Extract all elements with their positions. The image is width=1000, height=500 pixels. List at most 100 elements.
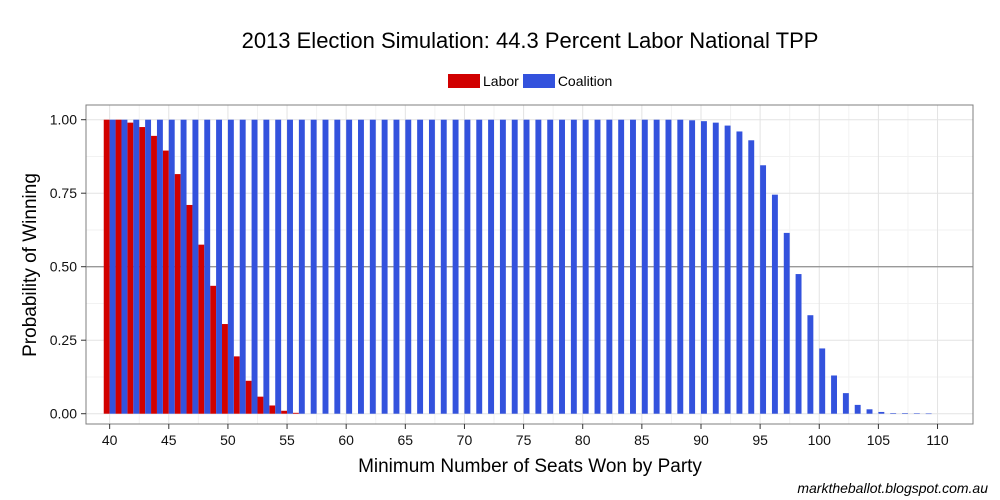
bar-coalition-87 [665, 119, 672, 414]
bar-labor-43 [139, 127, 146, 414]
bar-coalition-107 [902, 413, 908, 414]
bar-coalition-60 [346, 119, 353, 414]
bar-labor-55 [281, 410, 288, 414]
bar-coalition-66 [417, 119, 424, 414]
bar-coalition-100 [819, 348, 826, 414]
y-tick-label: 0.00 [50, 406, 77, 422]
bar-coalition-91 [712, 122, 719, 414]
plot-border [85, 104, 974, 425]
bar-labor-40 [103, 119, 110, 414]
bar-coalition-96 [771, 194, 778, 414]
bar-coalition-50 [227, 119, 234, 414]
bar-labor-42 [127, 122, 134, 414]
bar-coalition-86 [653, 119, 660, 414]
bar-coalition-52 [251, 119, 258, 414]
bar-coalition-68 [440, 119, 447, 414]
bar-coalition-79 [570, 119, 577, 414]
bar-labor-44 [151, 135, 157, 414]
bar-coalition-48 [204, 119, 211, 414]
bar-coalition-69 [452, 119, 459, 414]
legend-item-labor: Labor [448, 73, 519, 89]
bar-coalition-40 [109, 119, 116, 414]
bar-coalition-54 [275, 119, 282, 414]
bar-coalition-77 [547, 119, 554, 414]
bar-coalition-58 [322, 119, 329, 414]
bar-coalition-67 [428, 119, 435, 414]
bar-coalition-65 [405, 119, 412, 414]
y-tick-label: 0.75 [50, 185, 77, 201]
x-tick-label: 85 [634, 432, 650, 448]
bar-coalition-81 [594, 119, 601, 414]
bar-labor-53 [257, 396, 264, 414]
bar-coalition-88 [677, 119, 684, 414]
bar-coalition-73 [499, 119, 506, 414]
bar-coalition-106 [890, 413, 897, 414]
bar-coalition-55 [287, 119, 293, 414]
x-tick-label: 65 [398, 432, 414, 448]
x-tick-label: 45 [161, 432, 177, 448]
x-tick-label: 75 [516, 432, 532, 448]
bar-coalition-98 [795, 274, 802, 414]
bar-coalition-74 [511, 119, 518, 414]
bar-labor-49 [210, 285, 217, 414]
bar-coalition-78 [559, 119, 565, 414]
bar-coalition-101 [831, 375, 837, 414]
x-tick-label: 100 [808, 432, 832, 448]
bar-coalition-97 [783, 232, 790, 414]
bar-labor-52 [245, 380, 252, 414]
bar-coalition-76 [535, 119, 542, 414]
bar-coalition-71 [476, 119, 483, 414]
bar-labor-56 [292, 412, 299, 414]
bar-coalition-75 [523, 119, 530, 414]
legend-item-coalition: Coalition [522, 73, 612, 89]
legend-swatch-coalition [522, 74, 555, 88]
plot-frame [85, 104, 974, 425]
bar-coalition-45 [168, 119, 175, 414]
bar-labor-48 [198, 244, 205, 414]
chart-title: 2013 Election Simulation: 44.3 Percent L… [241, 28, 819, 53]
bars [103, 119, 932, 415]
y-axis-title: Probability of Winning [20, 173, 41, 357]
y-tick-label: 0.50 [50, 259, 77, 275]
bar-coalition-83 [618, 119, 625, 414]
bar-coalition-80 [582, 119, 589, 414]
bar-coalition-92 [724, 125, 731, 414]
bar-coalition-41 [121, 119, 128, 414]
bar-coalition-53 [263, 119, 270, 414]
bar-coalition-43 [145, 119, 152, 414]
bar-labor-41 [115, 119, 122, 414]
x-tick-label: 90 [693, 432, 709, 448]
x-tick-label: 110 [926, 432, 949, 448]
legend-label-labor: Labor [483, 73, 519, 89]
bar-labor-51 [233, 356, 240, 414]
bar-coalition-63 [381, 119, 388, 414]
y-axis: 0.00 0.25 0.50 0.75 1.00 [50, 112, 86, 422]
bar-labor-47 [186, 204, 193, 414]
bar-coalition-94 [748, 140, 755, 414]
bar-labor-50 [222, 324, 228, 414]
bar-coalition-102 [842, 393, 849, 414]
x-axis: 40 45 50 55 60 65 70 75 80 85 90 95 100 105 110 [102, 424, 949, 448]
bar-coalition-104 [866, 409, 873, 414]
bar-coalition-103 [854, 404, 861, 414]
y-tick-label: 0.25 [50, 332, 77, 348]
bar-coalition-105 [878, 411, 885, 414]
x-tick-label: 50 [220, 432, 236, 448]
bar-coalition-49 [216, 119, 223, 414]
bar-coalition-70 [464, 119, 471, 414]
legend: Labor Coalition [448, 72, 616, 90]
x-tick-label: 105 [867, 432, 891, 448]
x-tick-label: 95 [752, 432, 768, 448]
bar-coalition-44 [156, 119, 163, 414]
bar-coalition-109 [925, 413, 932, 415]
bar-coalition-85 [641, 119, 648, 414]
source-credit: marktheballot.blogspot.com.au [797, 480, 988, 496]
x-tick-label: 40 [102, 432, 118, 448]
bar-labor-54 [269, 405, 276, 414]
bar-coalition-64 [393, 119, 400, 414]
bar-coalition-99 [807, 315, 814, 414]
bar-coalition-56 [298, 119, 305, 414]
bar-coalition-57 [310, 119, 317, 414]
bar-labor-46 [174, 174, 181, 414]
